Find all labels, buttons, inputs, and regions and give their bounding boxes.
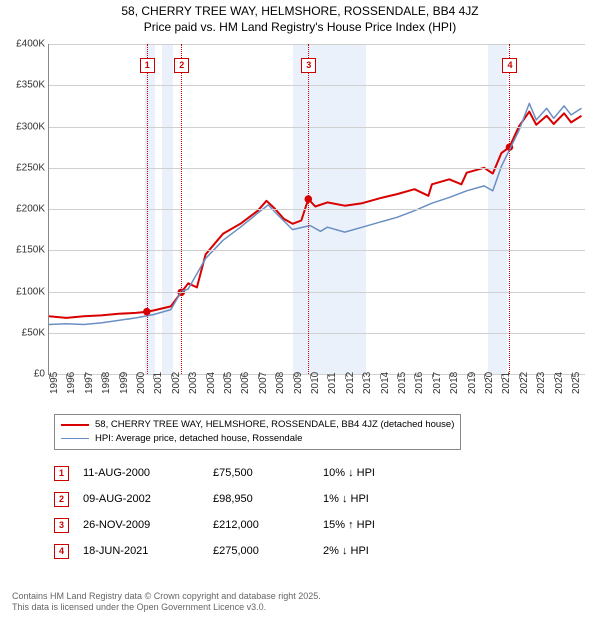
title-line-1: 58, CHERRY TREE WAY, HELMSHORE, ROSSENDA… [0, 4, 600, 20]
sale-price: £98,950 [213, 493, 323, 505]
x-axis-label: 1995 [49, 372, 60, 394]
x-axis-label: 2025 [571, 372, 582, 394]
x-axis-label: 2021 [501, 372, 512, 394]
x-axis-label: 2008 [275, 372, 286, 394]
x-axis-label: 2011 [327, 372, 338, 394]
x-axis-label: 2020 [484, 372, 495, 394]
sale-marker-label: 2 [174, 58, 189, 73]
x-axis-label: 2015 [397, 372, 408, 394]
x-axis-label: 2003 [188, 372, 199, 394]
x-axis-label: 2014 [380, 372, 391, 394]
plot-area: £0£50K£100K£150K£200K£250K£300K£350K£400… [48, 44, 585, 375]
chart-title: 58, CHERRY TREE WAY, HELMSHORE, ROSSENDA… [0, 0, 600, 35]
x-axis-label: 1997 [84, 372, 95, 394]
gridline [49, 333, 585, 334]
y-axis-label: £50K [22, 327, 45, 338]
legend-swatch [61, 424, 89, 426]
x-axis-label: 2017 [432, 372, 443, 394]
sale-delta: 1% ↓ HPI [323, 493, 443, 505]
x-axis-label: 2004 [206, 372, 217, 394]
y-axis-label: £100K [16, 286, 45, 297]
gridline [49, 250, 585, 251]
y-axis-label: £300K [16, 121, 45, 132]
x-axis-label: 2007 [258, 372, 269, 394]
legend-label: 58, CHERRY TREE WAY, HELMSHORE, ROSSENDA… [95, 418, 454, 432]
legend-row: 58, CHERRY TREE WAY, HELMSHORE, ROSSENDA… [61, 418, 454, 432]
sale-marker-line [147, 44, 148, 374]
gridline [49, 127, 585, 128]
gridline [49, 209, 585, 210]
x-axis-label: 2000 [136, 372, 147, 394]
x-axis-label: 2023 [536, 372, 547, 394]
sale-price: £75,500 [213, 467, 323, 479]
gridline [49, 85, 585, 86]
sale-delta: 2% ↓ HPI [323, 545, 443, 557]
sale-marker-label: 3 [301, 58, 316, 73]
x-axis-label: 2001 [153, 372, 164, 394]
legend-row: HPI: Average price, detached house, Ross… [61, 432, 454, 446]
sale-marker-label: 1 [140, 58, 155, 73]
sale-row: 2 09-AUG-2002£98,9501% ↓ HPI [54, 486, 443, 512]
sale-price: £212,000 [213, 519, 323, 531]
sale-row: 4 18-JUN-2021£275,0002% ↓ HPI [54, 538, 443, 564]
x-axis-label: 2005 [223, 372, 234, 394]
gridline [49, 292, 585, 293]
gridline [49, 168, 585, 169]
chart-container: 58, CHERRY TREE WAY, HELMSHORE, ROSSENDA… [0, 0, 600, 620]
y-axis-label: £200K [16, 204, 45, 215]
sale-date: 11-AUG-2000 [83, 467, 213, 479]
y-axis-label: £400K [16, 39, 45, 50]
x-axis-label: 2002 [171, 372, 182, 394]
sale-row: 1 11-AUG-2000£75,50010% ↓ HPI [54, 460, 443, 486]
sale-row-marker: 4 [54, 544, 69, 559]
sale-date: 18-JUN-2021 [83, 545, 213, 557]
sale-marker-label: 4 [502, 58, 517, 73]
sale-row: 3 26-NOV-2009£212,00015% ↑ HPI [54, 512, 443, 538]
x-axis-label: 1996 [66, 372, 77, 394]
sale-row-marker: 1 [54, 466, 69, 481]
sale-delta: 10% ↓ HPI [323, 467, 443, 479]
sale-row-marker: 2 [54, 492, 69, 507]
sale-row-marker: 3 [54, 518, 69, 533]
x-axis-label: 2012 [345, 372, 356, 394]
sale-marker-line [308, 44, 309, 374]
gridline [49, 44, 585, 45]
y-axis-label: £250K [16, 162, 45, 173]
sale-price: £275,000 [213, 545, 323, 557]
sale-date: 26-NOV-2009 [83, 519, 213, 531]
x-axis-label: 2022 [519, 372, 530, 394]
legend: 58, CHERRY TREE WAY, HELMSHORE, ROSSENDA… [54, 414, 461, 450]
x-axis-label: 1999 [119, 372, 130, 394]
footer-line-2: This data is licensed under the Open Gov… [12, 602, 321, 614]
sale-marker-line [509, 44, 510, 374]
title-line-2: Price paid vs. HM Land Registry's House … [0, 20, 600, 36]
y-axis-label: £150K [16, 245, 45, 256]
footer-line-1: Contains HM Land Registry data © Crown c… [12, 591, 321, 603]
sale-delta: 15% ↑ HPI [323, 519, 443, 531]
x-axis-label: 2010 [310, 372, 321, 394]
x-axis-label: 2016 [414, 372, 425, 394]
legend-label: HPI: Average price, detached house, Ross… [95, 432, 302, 446]
x-axis-label: 2009 [293, 372, 304, 394]
series-property [49, 112, 582, 318]
y-axis-label: £350K [16, 80, 45, 91]
attribution-footer: Contains HM Land Registry data © Crown c… [12, 591, 321, 614]
x-axis-label: 2018 [449, 372, 460, 394]
x-axis-label: 1998 [101, 372, 112, 394]
x-axis-label: 2024 [554, 372, 565, 394]
x-axis-label: 2013 [362, 372, 373, 394]
sales-table: 1 11-AUG-2000£75,50010% ↓ HPI 2 09-AUG-2002… [54, 460, 443, 564]
y-axis-label: £0 [34, 369, 45, 380]
sale-marker-line [181, 44, 182, 374]
x-axis-label: 2006 [240, 372, 251, 394]
legend-swatch [61, 438, 89, 439]
x-axis-label: 2019 [467, 372, 478, 394]
sale-date: 09-AUG-2002 [83, 493, 213, 505]
